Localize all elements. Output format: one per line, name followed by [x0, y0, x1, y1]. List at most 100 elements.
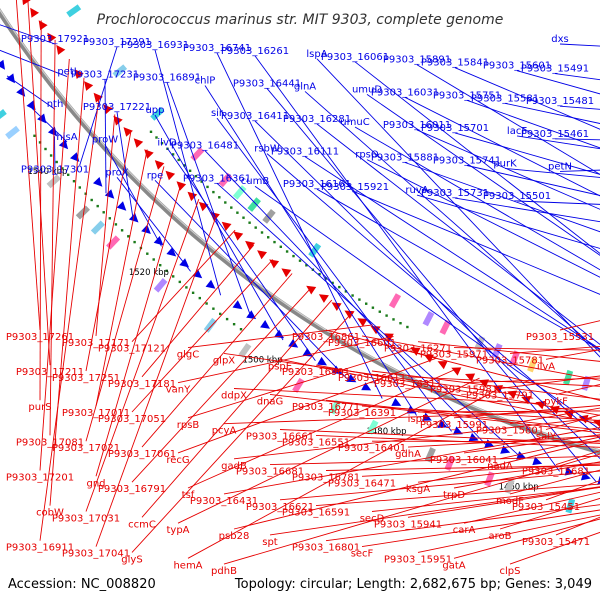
gene-label-p9303-16281[interactable]: P9303_16281 [283, 114, 351, 125]
gene-label-p9303-16911[interactable]: P9303_16911 [6, 543, 74, 554]
gene-label-p9303-16861[interactable]: P9303_16861 [292, 332, 360, 343]
gene-label-p9303-16311[interactable]: P9303_16311 [374, 379, 442, 390]
gene-label-trpd[interactable]: trpD [443, 490, 465, 501]
gene-label-p9303-16741[interactable]: P9303_16741 [183, 43, 251, 54]
gene-label-ilvd[interactable]: ilvD [157, 138, 176, 149]
gene-label-p9303-15531[interactable]: P9303_15531 [526, 332, 594, 343]
gene-label-p9303-17261[interactable]: P9303_17261 [6, 332, 74, 343]
gene-label-petn[interactable]: petN [548, 161, 572, 172]
gene-label-p9303-16431[interactable]: P9303_16431 [190, 496, 258, 507]
gene-label-purs[interactable]: purS [28, 402, 51, 413]
gene-label-dxs[interactable]: dxs [551, 34, 568, 45]
gene-label-rpso[interactable]: rpsO [355, 150, 379, 161]
gene-label-prox[interactable]: proX [105, 167, 128, 178]
gene-label-p9303-17181[interactable]: P9303_17181 [108, 379, 176, 390]
gene-label-p9303-15731[interactable]: P9303_15731 [421, 188, 489, 199]
gene-label-p9303-15781[interactable]: P9303_15781 [476, 355, 544, 366]
gene-label-p9303-16791[interactable]: P9303_16791 [98, 484, 166, 495]
gene-label-hema[interactable]: hemA [173, 560, 202, 571]
gene-label-p9303-16551[interactable]: P9303_16551 [282, 437, 350, 448]
gene-label-pcya[interactable]: pcyA [212, 426, 237, 437]
gene-label-p9303-17201[interactable]: P9303_17201 [6, 473, 74, 484]
gene-label-p9303-17081[interactable]: P9303_17081 [16, 437, 84, 448]
gene-label-p9303-16011[interactable]: P9303_16011 [383, 120, 451, 131]
gene-label-tsf[interactable]: tsf [182, 490, 195, 501]
gene-label-p9303-15741[interactable]: P9303_15741 [433, 156, 501, 167]
gene-label-p9303-16781[interactable]: P9303_16781 [292, 473, 360, 484]
gene-label-p9303-15701[interactable]: P9303_15701 [421, 123, 489, 134]
gene-label-umuc[interactable]: umuC [340, 117, 369, 128]
gene-label-p9303-17211[interactable]: P9303_17211 [16, 367, 84, 378]
gene-label-lacf[interactable]: lacF [507, 126, 527, 137]
gene-label-p9303-16361[interactable]: P9303_16361 [183, 173, 251, 184]
gene-label-p9303-16471[interactable]: P9303_16471 [328, 478, 396, 489]
gene-label-p9303-15891[interactable]: P9303_15891 [383, 55, 451, 66]
gene-label-hisa[interactable]: hisA [56, 132, 77, 143]
gene-label-spt[interactable]: spt [262, 537, 278, 548]
gene-label-p9303-15951[interactable]: P9303_15951 [384, 554, 452, 565]
gene-label-p9303-16611[interactable]: P9303_16611 [338, 373, 406, 384]
gene-label-p9303-16891[interactable]: P9303_16891 [133, 73, 201, 84]
gene-label-p9303-15881[interactable]: P9303_15881 [371, 153, 439, 164]
gene-label-p9303-17291[interactable]: P9303_17291 [83, 37, 151, 48]
gene-label-p9303-17301[interactable]: P9303_17301 [21, 164, 89, 175]
gene-label-p9303-16041[interactable]: P9303_16041 [430, 455, 498, 466]
gene-label-nth[interactable]: nth [47, 99, 64, 110]
gene-label-pspe[interactable]: pspE [268, 361, 292, 372]
gene-label-gnd[interactable]: gnd [86, 478, 105, 489]
gene-label-umud[interactable]: umuD [352, 84, 382, 95]
gene-label-p9303-15801[interactable]: P9303_15801 [476, 426, 544, 437]
gene-label-p9303-16621[interactable]: P9303_16621 [246, 502, 314, 513]
gene-label-glpx[interactable]: glpX [213, 355, 235, 366]
gene-label-p9303-16901[interactable]: P9303_16901 [282, 367, 350, 378]
gene-label-ruva[interactable]: ruvA [405, 185, 428, 196]
gene-label-p9303-16411[interactable]: P9303_16411 [221, 111, 289, 122]
gene-label-recg[interactable]: recG [166, 455, 189, 466]
gene-label-ispe[interactable]: ispE [408, 414, 429, 425]
gene-label-p9303-16031[interactable]: P9303_16031 [371, 87, 439, 98]
gene-label-p9303-17231[interactable]: P9303_17231 [71, 70, 139, 81]
gene-label-prow[interactable]: proW [92, 135, 118, 146]
gene-label-p9303-15581[interactable]: P9303_15581 [471, 93, 539, 104]
gene-label-cara[interactable]: carA [453, 525, 476, 536]
gene-label-p9303-16661[interactable]: P9303_16661 [246, 432, 314, 443]
gene-label-sir[interactable]: sir [211, 108, 224, 119]
gene-label-p9303-16391[interactable]: P9303_16391 [328, 408, 396, 419]
gene-label-p9303-17251[interactable]: P9303_17251 [52, 373, 120, 384]
gene-label-p9303-16111[interactable]: P9303_16111 [271, 147, 339, 158]
gene-label-glgc[interactable]: glgC [177, 350, 199, 361]
gene-label-modf[interactable]: modF [496, 496, 524, 507]
gene-label-p9303-17021[interactable]: P9303_17021 [52, 443, 120, 454]
gene-label-p9303-15491[interactable]: P9303_15491 [521, 64, 589, 75]
gene-label-pdhb[interactable]: pdhB [211, 566, 237, 577]
gene-label-p9303-16441[interactable]: P9303_16441 [233, 78, 301, 89]
gene-label-glna[interactable]: glnA [294, 81, 316, 92]
gene-label-gdha[interactable]: gdhA [395, 449, 421, 460]
gene-label-clps[interactable]: clpS [500, 566, 521, 577]
gene-label-p9303-16481[interactable]: P9303_16481 [171, 141, 239, 152]
gene-label-p9303-16681[interactable]: P9303_16681 [236, 467, 304, 478]
gene-label-pykf[interactable]: pykF [544, 396, 568, 407]
gene-label-upp[interactable]: upp [145, 105, 164, 116]
gene-label-p9303-16401[interactable]: P9303_16401 [338, 443, 406, 454]
gene-label-p9303-15991[interactable]: P9303_15991 [420, 420, 488, 431]
gene-label-p9303-16061[interactable]: P9303_16061 [321, 52, 389, 63]
gene-label-p9303-16801[interactable]: P9303_16801 [292, 543, 360, 554]
gene-label-p9303-17121[interactable]: P9303_17121 [98, 344, 166, 355]
gene-label-p9303-16771[interactable]: P9303_16771 [292, 402, 360, 413]
gene-label-secd[interactable]: secD [360, 514, 385, 525]
gene-label-p9303-15471[interactable]: P9303_15471 [522, 537, 590, 548]
gene-label-psb28[interactable]: psb28 [219, 531, 250, 542]
gene-label-p9303-15921[interactable]: P9303_15921 [321, 182, 389, 193]
gene-label-p9303-17171[interactable]: P9303_17171 [62, 338, 130, 349]
gene-label-p9303-15971[interactable]: P9303_15971 [420, 350, 488, 361]
gene-label-ilva[interactable]: ilvA [537, 361, 555, 372]
gene-label-p9303-15601[interactable]: P9303_15601 [483, 61, 551, 72]
gene-label-p9303-16601[interactable]: P9303_16601 [328, 338, 396, 349]
gene-label-lspa[interactable]: lspA [306, 49, 327, 60]
gene-label-arob[interactable]: aroB [489, 531, 512, 542]
gene-label-p9303-15791[interactable]: P9303_15791 [466, 391, 534, 402]
gene-label-typa[interactable]: typA [166, 525, 189, 536]
gene-label-saly[interactable]: salY [536, 432, 557, 443]
gene-label-petj[interactable]: petJ [57, 67, 76, 78]
